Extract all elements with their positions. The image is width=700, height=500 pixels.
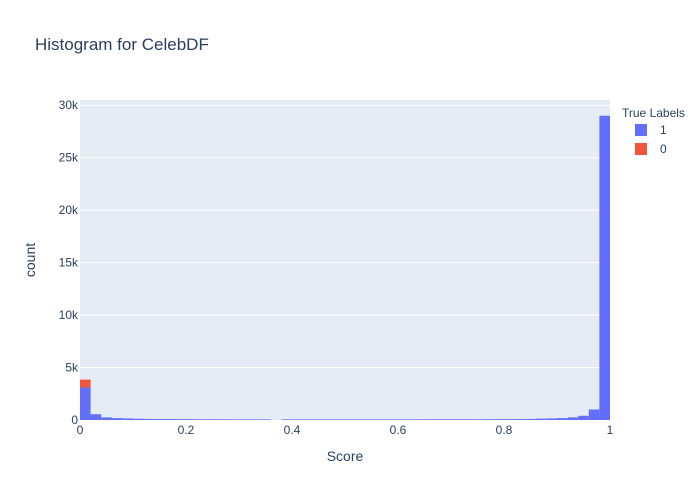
- histogram-bar-series-1: [366, 419, 377, 420]
- y-gridlines: [80, 104, 610, 369]
- histogram-bar-series-1: [323, 419, 335, 420]
- y-tick-label: 0: [71, 413, 78, 427]
- histogram-bar-series-1: [557, 418, 568, 420]
- legend-swatch: [635, 124, 647, 136]
- histogram-bar-series-1: [408, 419, 420, 420]
- legend-label: 0: [660, 142, 667, 156]
- x-axis-title: Score: [327, 448, 364, 464]
- histogram-bar-series-1: [292, 419, 303, 420]
- histogram-bar-series-1: [451, 419, 462, 420]
- histogram-bar-series-1: [398, 419, 409, 420]
- histogram-bar-series-1: [345, 419, 356, 420]
- histogram-bar-series-0: [80, 379, 91, 388]
- histogram-bar-series-1: [588, 409, 600, 420]
- y-tick-label: 5k: [65, 361, 79, 375]
- x-tick-label: 0.2: [178, 423, 195, 437]
- y-tick-label: 20k: [59, 203, 79, 217]
- histogram-bar-series-1: [207, 419, 218, 420]
- histogram-bar-series-1: [80, 387, 91, 420]
- histogram-bar-series-1: [429, 419, 441, 420]
- histogram-bar-series-1: [334, 419, 345, 420]
- histogram-bar-series-1: [313, 419, 324, 420]
- y-axis-ticks: 0 5k 10k 15k 20k 25k 30k: [59, 98, 79, 427]
- histogram-bar-series-1: [186, 419, 197, 420]
- histogram-bar-series-1: [504, 419, 515, 420]
- histogram-bar-series-1: [546, 418, 557, 420]
- histogram-bar-series-1: [514, 419, 526, 420]
- histogram-bar-series-1: [535, 418, 547, 420]
- y-axis-title: count: [22, 243, 38, 277]
- histogram-bar-series-1: [122, 418, 133, 420]
- plot-area: [80, 100, 610, 420]
- chart-title: Histogram for CelebDF: [35, 35, 209, 54]
- y-tick-label: 25k: [59, 151, 79, 165]
- histogram-bar-series-1: [281, 419, 292, 420]
- histogram-bar-series-1: [578, 415, 589, 420]
- histogram-bar-series-1: [260, 419, 271, 420]
- histogram-bar-series-1: [90, 414, 102, 420]
- legend-swatch: [635, 143, 647, 155]
- histogram-bar-series-1: [111, 418, 123, 420]
- histogram-bar-series-1: [239, 419, 250, 420]
- histogram-bar-series-1: [419, 419, 430, 420]
- histogram-bar-series-1: [101, 417, 112, 420]
- histogram-bar-series-1: [143, 418, 155, 420]
- histogram-bar-series-1: [472, 419, 483, 420]
- x-tick-label: 1: [607, 423, 614, 437]
- histogram-bar-series-1: [355, 419, 367, 420]
- legend-label: 1: [660, 123, 667, 137]
- x-axis-ticks: 0 0.2 0.4 0.6 0.8 1: [77, 423, 614, 437]
- histogram-bar-series-1: [493, 419, 504, 420]
- histogram-bar-series-1: [461, 419, 473, 420]
- histogram-bar-series-1: [387, 419, 398, 420]
- x-tick-label: 0.4: [284, 423, 301, 437]
- x-tick-label: 0.6: [390, 423, 407, 437]
- histogram-bar-series-1: [525, 418, 536, 420]
- histogram-bar-series-1: [228, 419, 239, 420]
- legend-title: True Labels: [622, 106, 685, 120]
- histogram-bar-series-1: [133, 418, 144, 420]
- histogram-bar-series-1: [376, 419, 388, 420]
- histogram-bar-series-1: [217, 419, 229, 420]
- histogram-bar-series-1: [164, 419, 176, 420]
- histogram-bar-series-1: [567, 417, 579, 420]
- x-tick-label: 0.8: [496, 423, 513, 437]
- histogram-bar-series-1: [302, 419, 314, 420]
- histogram-bar-series-1: [440, 419, 451, 420]
- histogram-bar-series-1: [482, 419, 494, 420]
- histogram-bar-series-1: [175, 419, 186, 420]
- histogram-bar-series-1: [154, 419, 165, 420]
- histogram-bar-series-1: [196, 419, 208, 420]
- histogram-bar-series-1: [599, 115, 610, 420]
- y-tick-label: 10k: [59, 308, 79, 322]
- histogram-bars: [80, 115, 610, 420]
- x-tick-label: 0: [77, 423, 84, 437]
- y-tick-label: 30k: [59, 98, 79, 112]
- legend: True Labels 1 0: [622, 106, 685, 156]
- y-tick-label: 15k: [59, 256, 79, 270]
- histogram-bar-series-1: [249, 419, 261, 420]
